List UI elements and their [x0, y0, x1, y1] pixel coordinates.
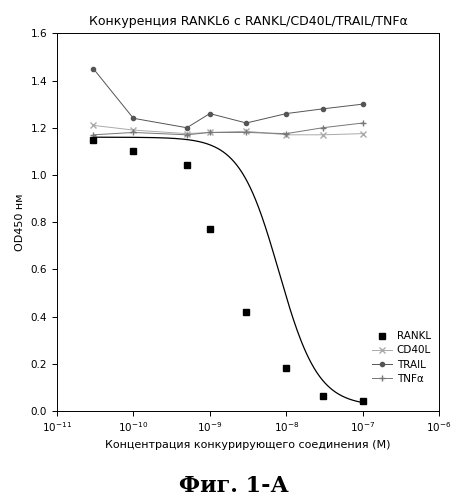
TNFα: [360, 120, 366, 126]
Legend: RANKL, CD40L, TRAIL, TNFα: RANKL, CD40L, TRAIL, TNFα: [368, 328, 434, 387]
RANKL: [283, 366, 289, 372]
RANKL: [91, 136, 96, 142]
TRAIL: [131, 116, 136, 121]
Line: CD40L: CD40L: [91, 122, 366, 138]
TRAIL: [283, 110, 289, 116]
TNFα: [184, 132, 190, 138]
CD40L: [320, 132, 325, 138]
TRAIL: [360, 101, 366, 107]
TNFα: [283, 130, 289, 136]
TRAIL: [243, 120, 249, 126]
TNFα: [243, 130, 249, 136]
TRAIL: [91, 66, 96, 71]
TRAIL: [184, 124, 190, 130]
RANKL: [360, 398, 366, 404]
TNFα: [131, 130, 136, 136]
TNFα: [320, 124, 325, 130]
Line: TRAIL: TRAIL: [92, 66, 365, 130]
Text: Фиг. 1-А: Фиг. 1-А: [178, 476, 289, 498]
TRAIL: [207, 110, 212, 116]
CD40L: [360, 130, 366, 136]
CD40L: [131, 127, 136, 133]
CD40L: [207, 130, 212, 136]
RANKL: [243, 309, 249, 315]
Title: Конкуренция RANKL6 с RANKL/CD40L/TRAIL/TNFα: Конкуренция RANKL6 с RANKL/CD40L/TRAIL/T…: [89, 15, 407, 28]
X-axis label: Концентрация конкурирующего соединения (М): Концентрация конкурирующего соединения (…: [106, 440, 391, 450]
Y-axis label: OD450 нм: OD450 нм: [15, 194, 25, 251]
TRAIL: [320, 106, 325, 112]
CD40L: [243, 128, 249, 134]
RANKL: [184, 162, 190, 168]
CD40L: [184, 130, 190, 136]
TNFα: [91, 132, 96, 138]
RANKL: [131, 148, 136, 154]
Line: TNFα: TNFα: [91, 120, 366, 138]
TNFα: [207, 130, 212, 136]
RANKL: [207, 226, 212, 232]
Line: RANKL: RANKL: [91, 137, 366, 404]
RANKL: [320, 392, 325, 398]
CD40L: [91, 122, 96, 128]
CD40L: [283, 132, 289, 138]
